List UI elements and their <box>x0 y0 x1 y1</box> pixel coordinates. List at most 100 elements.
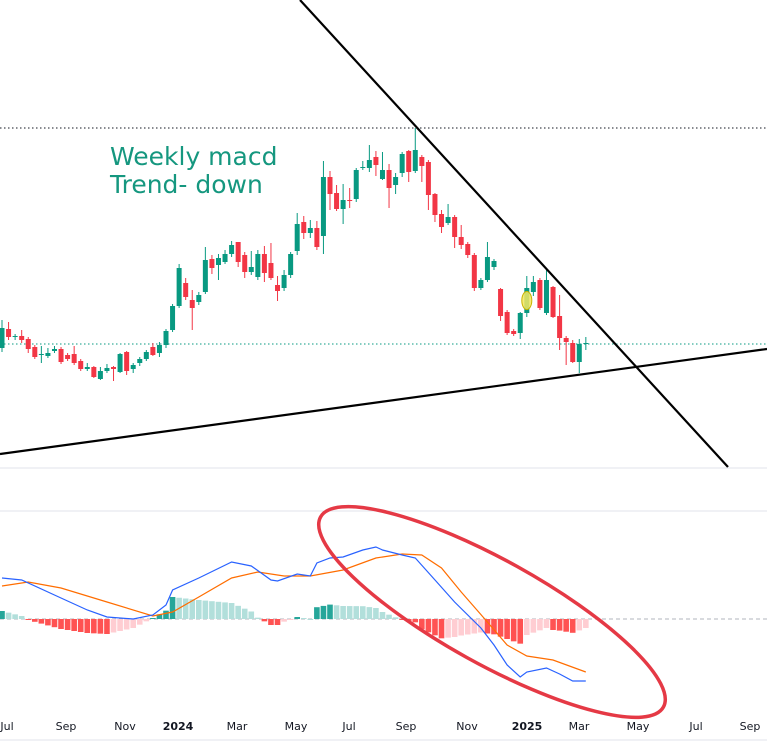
time-axis[interactable]: Jul Sep Nov 2024 Mar May Jul Sep Nov 2025 Mar May Ju… <box>0 720 760 733</box>
candle-body <box>32 347 38 357</box>
candle <box>78 359 84 371</box>
macd-histogram-bar <box>491 619 497 635</box>
macd-histogram-bar <box>150 618 156 619</box>
macd-histogram-bar <box>314 607 320 619</box>
time-axis-label: Sep <box>56 720 77 733</box>
candle <box>38 346 44 363</box>
candle <box>458 225 464 249</box>
candle <box>563 336 569 365</box>
candle <box>557 295 563 350</box>
candle <box>504 310 510 335</box>
candle-body <box>156 345 162 353</box>
candle <box>386 164 392 208</box>
candle-body <box>301 222 307 233</box>
candle-body <box>235 242 241 262</box>
candle <box>452 215 458 248</box>
candle <box>491 259 497 270</box>
candle-body <box>439 214 445 227</box>
macd-histogram-bar <box>497 619 504 637</box>
candle-body <box>176 268 182 306</box>
candle-body <box>294 224 300 251</box>
macd-histogram-bar <box>510 619 517 642</box>
candle-body <box>445 217 451 223</box>
candle <box>275 276 281 301</box>
candle-body <box>563 338 569 342</box>
macd-pane[interactable] <box>0 546 767 682</box>
candle <box>104 364 110 373</box>
candle-body <box>117 354 123 372</box>
candle <box>530 276 536 296</box>
candle <box>583 337 589 350</box>
macd-histogram-bar <box>281 619 287 622</box>
candle-body <box>261 254 267 273</box>
candle-body <box>347 200 353 201</box>
macd-histogram-bar <box>478 619 484 633</box>
macd-histogram-bar <box>327 604 333 619</box>
candle <box>366 145 372 172</box>
candle-body <box>379 170 385 179</box>
candle <box>406 150 412 182</box>
time-axis-label: Mar <box>227 720 248 733</box>
candle <box>12 334 18 340</box>
candle-body <box>111 367 117 369</box>
macd-histogram-bar <box>366 607 373 619</box>
candle-body <box>189 300 195 308</box>
candle <box>25 337 31 353</box>
macd-histogram-bar <box>71 619 77 631</box>
candle-body <box>583 343 589 344</box>
candle-body <box>196 295 202 302</box>
macd-histogram-bar <box>379 612 386 619</box>
trendline-descending-resistance <box>299 0 729 468</box>
candle-body <box>19 336 25 340</box>
candle <box>570 340 576 363</box>
candle-body <box>537 280 543 308</box>
annotation-line-1: Weekly macd <box>110 142 278 171</box>
candle-body <box>373 157 379 165</box>
candle <box>0 320 5 352</box>
candle-body <box>6 329 12 337</box>
candle <box>242 252 248 278</box>
macd-histogram-bar <box>163 610 169 619</box>
candle <box>261 246 267 282</box>
candle-body <box>104 368 110 371</box>
candle <box>130 363 136 373</box>
candle-body <box>45 353 51 356</box>
candle <box>353 168 359 202</box>
candle <box>439 210 445 233</box>
macd-histogram-bar <box>25 619 32 620</box>
macd-histogram-bar <box>196 600 202 619</box>
price-pane[interactable] <box>0 0 767 468</box>
candle <box>412 128 418 173</box>
time-axis-label: Nov <box>114 720 136 733</box>
candle-body <box>511 331 517 334</box>
macd-histogram-bar <box>235 605 241 619</box>
macd-histogram-bar <box>38 619 45 624</box>
macd-histogram-bar <box>432 619 438 636</box>
macd-histogram-bar <box>117 619 123 631</box>
macd-histogram-bar <box>386 614 392 619</box>
candle-body <box>248 267 254 272</box>
candle <box>288 252 294 278</box>
candle-body <box>491 261 497 267</box>
candle <box>163 329 169 348</box>
candle <box>543 270 549 315</box>
candle <box>373 151 379 176</box>
macd-histogram-bar <box>104 619 110 634</box>
macd-histogram-bar <box>182 598 189 619</box>
candle <box>150 343 156 356</box>
candle-body <box>150 347 156 355</box>
candle-body <box>576 344 582 362</box>
candle-body <box>12 336 18 337</box>
macd-histogram-bar <box>222 602 228 619</box>
candle-body <box>386 170 392 188</box>
macd-histogram-bar <box>419 619 425 630</box>
candle-body <box>137 359 143 363</box>
macd-histogram-bar <box>340 606 346 619</box>
candle <box>170 304 176 332</box>
candle-body <box>275 285 281 291</box>
candle-body <box>517 313 523 333</box>
candle <box>425 160 431 210</box>
candle <box>65 353 71 361</box>
candle <box>45 348 51 358</box>
